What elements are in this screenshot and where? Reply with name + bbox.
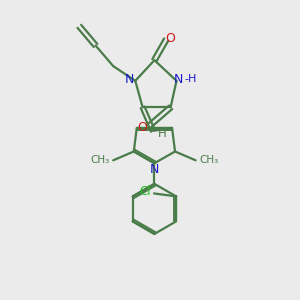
Text: N: N <box>125 73 134 86</box>
Text: -H: -H <box>184 74 197 84</box>
Text: CH₃: CH₃ <box>90 155 110 165</box>
Text: CH₃: CH₃ <box>199 155 218 165</box>
Text: N: N <box>150 163 159 176</box>
Text: H: H <box>158 127 166 140</box>
Text: N: N <box>173 73 183 86</box>
Text: Cl: Cl <box>140 185 151 199</box>
Text: O: O <box>137 122 147 134</box>
Text: O: O <box>166 32 176 45</box>
